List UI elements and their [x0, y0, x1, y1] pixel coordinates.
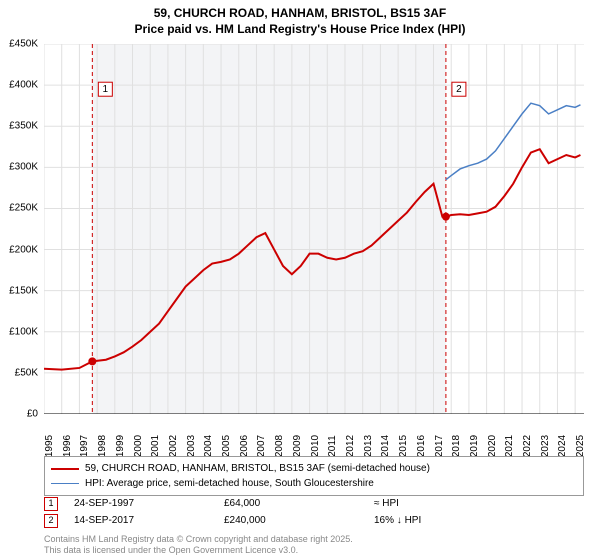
x-tick-label: 2016: [416, 435, 427, 457]
y-tick-label: £200K: [9, 244, 38, 255]
x-tick-label: 2009: [292, 435, 303, 457]
x-tick-label: 1996: [62, 435, 73, 457]
footer-line-2: This data is licensed under the Open Gov…: [44, 545, 353, 556]
x-tick-label: 2015: [398, 435, 409, 457]
y-tick-label: £50K: [15, 367, 38, 378]
x-tick-label: 2024: [557, 435, 568, 457]
marker-price: £240,000: [224, 512, 374, 529]
x-tick-label: 2002: [168, 435, 179, 457]
y-tick-label: £150K: [9, 285, 38, 296]
footer-line-1: Contains HM Land Registry data © Crown c…: [44, 534, 353, 545]
y-tick-label: £250K: [9, 203, 38, 214]
legend-item: 59, CHURCH ROAD, HANHAM, BRISTOL, BS15 3…: [51, 461, 577, 476]
y-tick-label: £0: [27, 409, 38, 420]
footer-attribution: Contains HM Land Registry data © Crown c…: [44, 534, 353, 556]
marker-date: 24-SEP-1997: [74, 495, 224, 512]
x-tick-label: 1999: [115, 435, 126, 457]
svg-text:1: 1: [103, 84, 109, 95]
x-tick-label: 2001: [150, 435, 161, 457]
x-tick-label: 2022: [522, 435, 533, 457]
marker-badge: 1: [44, 497, 58, 511]
marker-date: 14-SEP-2017: [74, 512, 224, 529]
x-tick-label: 2012: [345, 435, 356, 457]
marker-table: 1 24-SEP-1997£64,000≈ HPI 2 14-SEP-2017£240…: [44, 495, 584, 529]
x-tick-label: 2007: [256, 435, 267, 457]
x-tick-label: 2014: [380, 435, 391, 457]
legend-item: HPI: Average price, semi-detached house,…: [51, 476, 577, 491]
x-tick-label: 2006: [239, 435, 250, 457]
y-tick-label: £350K: [9, 121, 38, 132]
x-tick-label: 2020: [487, 435, 498, 457]
x-tick-label: 1995: [44, 435, 55, 457]
marker-badge: 2: [44, 514, 58, 528]
title-line-2: Price paid vs. HM Land Registry's House …: [0, 22, 600, 38]
x-tick-label: 2025: [575, 435, 586, 457]
x-tick-label: 2005: [221, 435, 232, 457]
legend-label: HPI: Average price, semi-detached house,…: [85, 476, 374, 491]
x-tick-label: 2004: [203, 435, 214, 457]
marker-delta: ≈ HPI: [374, 495, 524, 512]
y-axis: £0£50K£100K£150K£200K£250K£300K£350K£400…: [0, 44, 40, 414]
x-tick-label: 2011: [327, 435, 338, 457]
marker-delta: 16% ↓ HPI: [374, 512, 524, 529]
x-tick-label: 2017: [434, 435, 445, 457]
legend: 59, CHURCH ROAD, HANHAM, BRISTOL, BS15 3…: [44, 456, 584, 496]
title-line-1: 59, CHURCH ROAD, HANHAM, BRISTOL, BS15 3…: [0, 6, 600, 22]
x-tick-label: 1998: [97, 435, 108, 457]
marker-table-row: 2 14-SEP-2017£240,00016% ↓ HPI: [44, 512, 584, 529]
y-tick-label: £400K: [9, 80, 38, 91]
x-tick-label: 2010: [310, 435, 321, 457]
x-axis: 1995 1996 1997 1998 1999 2000 2001 2002 2003 2004…: [44, 416, 584, 456]
legend-label: 59, CHURCH ROAD, HANHAM, BRISTOL, BS15 3…: [85, 461, 430, 476]
chart-svg: 12: [44, 44, 584, 414]
marker-price: £64,000: [224, 495, 374, 512]
x-tick-label: 1997: [79, 435, 90, 457]
x-tick-label: 2003: [186, 435, 197, 457]
y-tick-label: £100K: [9, 326, 38, 337]
x-tick-label: 2019: [469, 435, 480, 457]
x-tick-label: 2008: [274, 435, 285, 457]
marker-table-row: 1 24-SEP-1997£64,000≈ HPI: [44, 495, 584, 512]
legend-swatch: [51, 483, 79, 485]
svg-text:2: 2: [456, 84, 462, 95]
y-tick-label: £450K: [9, 39, 38, 50]
x-tick-label: 2013: [363, 435, 374, 457]
chart-plot-area: 12: [44, 44, 584, 414]
x-tick-label: 2000: [133, 435, 144, 457]
x-tick-label: 2021: [504, 435, 515, 457]
x-tick-label: 2018: [451, 435, 462, 457]
x-tick-label: 2023: [540, 435, 551, 457]
y-tick-label: £300K: [9, 162, 38, 173]
chart-title: 59, CHURCH ROAD, HANHAM, BRISTOL, BS15 3…: [0, 0, 600, 37]
legend-swatch: [51, 468, 79, 470]
